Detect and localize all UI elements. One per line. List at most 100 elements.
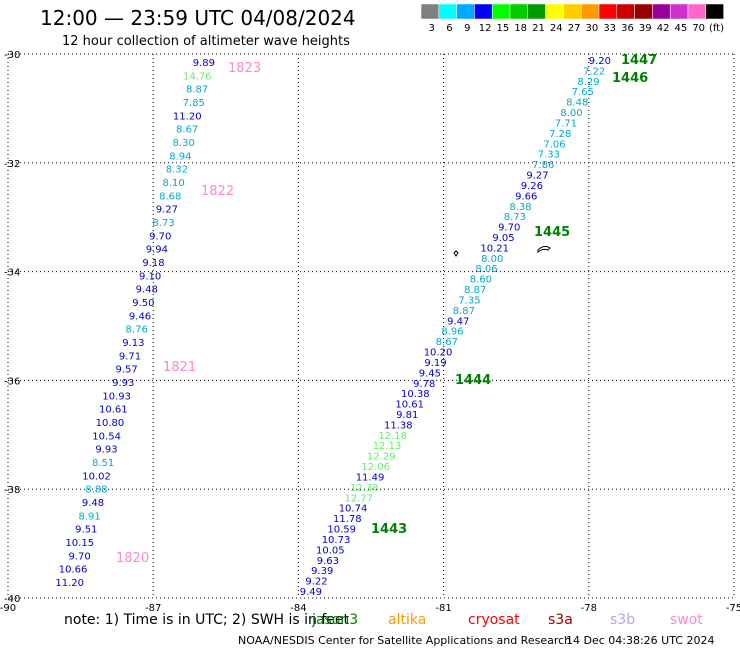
wave-height-value: 9.93 <box>112 378 134 389</box>
scale-label: 24 <box>550 23 563 34</box>
scale-label: 70 <box>692 23 705 34</box>
lon-tick-label: -75 <box>726 603 740 614</box>
scale-swatch <box>687 3 707 20</box>
lat-tick-label: -40 <box>4 594 20 605</box>
wave-height-value: 11.38 <box>384 420 413 431</box>
wave-height-value: 10.15 <box>65 538 94 549</box>
sat-s3b: s3b <box>610 612 636 628</box>
wave-height-value: 11.20 <box>173 111 202 122</box>
wave-height-value: 8.88 <box>85 485 107 496</box>
wave-height-value: 7.71 <box>555 118 577 129</box>
wave-height-value: 9.47 <box>447 316 469 327</box>
wave-height-value: 7.06 <box>543 139 565 150</box>
wave-height-value: 8.87 <box>453 306 475 317</box>
scale-label: 36 <box>621 23 634 34</box>
wave-height-value: 10.61 <box>395 400 424 411</box>
wave-height-value: 8.68 <box>159 191 181 202</box>
wave-height-value: 10.93 <box>102 391 131 402</box>
lon-tick-label: -78 <box>581 603 597 614</box>
sat-jason3: jason3 <box>312 612 359 628</box>
pass-time-label: 1822 <box>201 184 234 199</box>
wave-height-value: 8.91 <box>79 511 101 522</box>
wave-height-value: 12.77 <box>344 493 373 504</box>
wave-height-value: 9.19 <box>424 358 446 369</box>
sat-cryosat: cryosat <box>468 612 520 628</box>
lat-tick-label: -36 <box>4 376 20 387</box>
wave-height-value: 10.61 <box>99 405 128 416</box>
wave-height-value: 9.57 <box>115 365 137 376</box>
wave-height-value: 8.87 <box>186 85 208 96</box>
wave-height-value: 8.32 <box>166 165 188 176</box>
scale-label: 18 <box>514 23 527 34</box>
wave-height-value: 9.81 <box>396 410 418 421</box>
scale-swatch <box>616 3 635 20</box>
lat-tick-label: -38 <box>4 485 20 496</box>
pass-time-label: 1443 <box>371 522 407 537</box>
wave-height-value: 7.33 <box>538 150 560 161</box>
wave-height-value: 9.93 <box>95 445 117 456</box>
wave-height-value: 8.51 <box>92 458 114 469</box>
wave-height-value: 10.59 <box>327 525 356 536</box>
scale-label: 12 <box>479 23 492 34</box>
wave-height-value: 9.48 <box>136 285 158 296</box>
wave-height-value: 8.94 <box>169 151 191 162</box>
wave-height-value: 8.60 <box>470 275 492 286</box>
scale-label: 3 <box>428 23 434 34</box>
wave-height-value: 10.05 <box>316 545 345 556</box>
sat-s3a: s3a <box>548 612 573 628</box>
scale-swatch <box>527 3 546 20</box>
scale-swatch <box>652 3 671 20</box>
wave-height-value: 7.35 <box>458 295 480 306</box>
wave-height-value: 9.63 <box>317 556 339 567</box>
wave-height-value: 10.20 <box>424 348 453 359</box>
island-outline <box>537 245 551 254</box>
wave-height-value: 9.39 <box>311 566 333 577</box>
wave-height-value: 10.66 <box>59 565 88 576</box>
wave-height-value: 7.22 <box>583 66 605 77</box>
wave-height-value: 7.28 <box>549 129 571 140</box>
island-outline <box>453 250 459 257</box>
wave-height-value: 9.13 <box>122 338 144 349</box>
pass-time-label: 1821 <box>163 360 196 375</box>
wave-height-value: 8.29 <box>577 77 599 88</box>
lat-tick-label: -34 <box>4 268 20 279</box>
wave-height-value: 8.00 <box>560 108 582 119</box>
scale-label: 45 <box>675 23 688 34</box>
scale-swatch <box>456 3 475 20</box>
wave-height-value: 7.85 <box>183 98 205 109</box>
scale-swatch <box>491 3 511 20</box>
scale-swatch <box>580 3 600 20</box>
scale-swatch <box>705 3 724 20</box>
scale-swatch <box>420 3 440 20</box>
wave-height-value: 9.51 <box>75 525 97 536</box>
wave-height-value: 12.18 <box>378 431 407 442</box>
sat-altika: altika <box>388 612 427 628</box>
pass-time-label: 1445 <box>534 225 570 240</box>
wave-height-value: 10.80 <box>96 418 125 429</box>
wave-height-value: 8.96 <box>441 327 463 338</box>
pass-time-label: 1444 <box>455 373 491 388</box>
scale-label: 39 <box>639 23 652 34</box>
wave-height-value: 10.02 <box>82 471 111 482</box>
wave-height-value: 8.67 <box>436 337 458 348</box>
wave-height-value: 8.06 <box>475 264 497 275</box>
scale-label: 15 <box>497 23 510 34</box>
scale-swatch <box>509 3 529 20</box>
wave-height-value: 9.22 <box>305 577 327 588</box>
wave-height-value: 11.78 <box>333 514 362 525</box>
scale-label: 21 <box>532 23 545 34</box>
wave-height-value: 9.49 <box>300 587 322 598</box>
scale-swatch <box>598 3 618 20</box>
lat-tick-label: -30 <box>4 50 20 61</box>
wave-height-value: 8.67 <box>176 125 198 136</box>
wave-height-value: 8.73 <box>504 212 526 223</box>
wave-height-value: 9.18 <box>142 258 164 269</box>
scale-swatch <box>438 3 457 20</box>
wave-height-value: 9.48 <box>82 498 104 509</box>
wave-height-value: 8.76 <box>126 325 148 336</box>
wave-height-value: 12.29 <box>367 452 396 463</box>
wave-height-value: 10.73 <box>322 535 351 546</box>
wave-height-value: 9.05 <box>492 233 514 244</box>
wave-height-value: 8.30 <box>173 138 195 149</box>
wave-height-value: 9.45 <box>419 368 441 379</box>
